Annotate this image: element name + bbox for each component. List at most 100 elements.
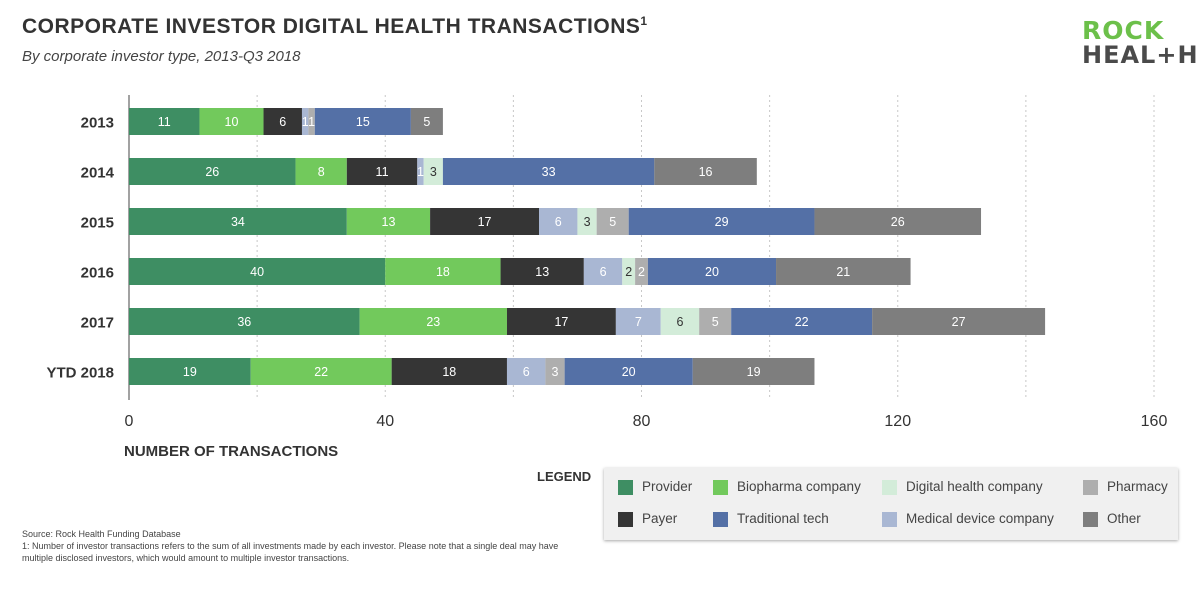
logo-line-2: HEAL+H (1082, 41, 1199, 69)
bar-value-label: 22 (314, 365, 328, 379)
bar-value-label: 7 (635, 315, 642, 329)
legend-swatch (713, 512, 728, 527)
bar-segment (577, 208, 597, 235)
chart-subtitle: By corporate investor type, 2013-Q3 2018 (22, 48, 301, 65)
bar-segment (346, 158, 418, 185)
bar-segment (295, 158, 347, 185)
legend-swatch (1083, 512, 1098, 527)
bar-segment (263, 108, 302, 135)
x-tick-label: 80 (633, 413, 651, 430)
legend-title: LEGEND (537, 469, 592, 484)
bar-value-label: 6 (600, 265, 607, 279)
bar-segment (129, 108, 200, 135)
bar-segment (129, 258, 386, 285)
bar-value-label: 21 (836, 265, 850, 279)
bar-value-label: 16 (699, 165, 713, 179)
legend-swatch (618, 480, 633, 495)
category-label: 2015 (81, 215, 114, 232)
bar-segment (385, 258, 501, 285)
bar-value-label: 22 (795, 315, 809, 329)
bar-value-label: 20 (705, 265, 719, 279)
legend-label: Provider (642, 479, 693, 494)
bar-value-label: 6 (523, 365, 530, 379)
bar-segment (199, 108, 264, 135)
legend-label: Payer (642, 511, 678, 526)
bar-segment (635, 258, 648, 285)
legend-swatch (1083, 480, 1098, 495)
bar-segment (430, 208, 539, 235)
bar-segment (391, 358, 507, 385)
bar-value-label: 17 (478, 215, 492, 229)
bar-segment (506, 358, 546, 385)
bar-segment (699, 308, 732, 335)
legend-label: Biopharma company (737, 479, 861, 494)
bar-segment (314, 108, 411, 135)
category-label: 2017 (81, 315, 114, 332)
bar-value-label: 13 (535, 265, 549, 279)
legend-swatch (882, 480, 897, 495)
category-label: 2014 (81, 165, 115, 182)
chart-title: CORPORATE INVESTOR DIGITAL HEALTH TRANSA… (22, 14, 648, 38)
rock-health-logo: ROCK HEAL+H (1082, 16, 1199, 69)
legend-swatch (618, 512, 633, 527)
bar-value-label: 33 (542, 165, 556, 179)
legend-box: Provider Biopharma company Digital health … (604, 468, 1178, 540)
bar-segment (417, 158, 424, 185)
bar-segment (660, 308, 700, 335)
bar-value-label: 6 (279, 115, 286, 129)
bar-value-label: 29 (715, 215, 729, 229)
bar-value-label: 34 (231, 215, 245, 229)
bar-value-label: 10 (225, 115, 239, 129)
bar-value-label: 8 (318, 165, 325, 179)
bar-segment (129, 308, 360, 335)
bar-segment (500, 258, 584, 285)
bar-value-label: 19 (747, 365, 761, 379)
bar-value-label: 18 (436, 265, 450, 279)
bar-segment (583, 258, 623, 285)
legend-swatch (882, 512, 897, 527)
bar-segment (545, 358, 565, 385)
x-tick-label: 0 (125, 413, 134, 430)
bar-value-label: 3 (430, 165, 437, 179)
bar-segment (250, 358, 392, 385)
bar-value-label: 26 (891, 215, 905, 229)
bar-value-label: 40 (250, 265, 264, 279)
bar-segment (628, 208, 815, 235)
bar-segment (564, 358, 693, 385)
bar-value-label: 3 (584, 215, 591, 229)
bar-segment (622, 258, 636, 285)
bar-segment (654, 158, 757, 185)
bar-value-label: 5 (423, 115, 430, 129)
bar-value-label: 2 (638, 265, 645, 279)
x-tick-label: 120 (884, 413, 911, 430)
bar-value-label: 11 (376, 165, 389, 179)
bar-value-label: 1 (302, 115, 309, 129)
legend-label: Medical device company (906, 511, 1054, 526)
bar-segment (410, 108, 443, 135)
bar-value-label: 5 (712, 315, 719, 329)
bar-segment (301, 108, 309, 135)
category-label: YTD 2018 (46, 365, 114, 382)
footnote-line: 1: Number of investor transactions refer… (22, 541, 559, 563)
bar-value-label: 1 (308, 115, 315, 129)
legend-label: Traditional tech (737, 511, 829, 526)
bar-segment (692, 358, 815, 385)
bar-value-label: 36 (237, 315, 251, 329)
source-notes: Source: Rock Health Funding Database 1: … (22, 528, 582, 564)
legend-label: Digital health company (906, 479, 1043, 494)
legend-label: Other (1107, 511, 1141, 526)
bar-value-label: 27 (952, 315, 966, 329)
bar-segment (814, 208, 982, 235)
bar-segment (872, 308, 1046, 335)
x-axis-label: NUMBER OF TRANSACTIONS (124, 443, 338, 460)
bar-segment (539, 208, 578, 235)
bar-segment (731, 308, 873, 335)
bar-segment (615, 308, 661, 335)
logo-line-1: ROCK (1082, 16, 1165, 45)
bar-value-label: 13 (382, 215, 396, 229)
bar-segment (308, 108, 315, 135)
source-line: Source: Rock Health Funding Database (22, 529, 181, 539)
bar-value-label: 26 (205, 165, 219, 179)
bar-value-label: 3 (552, 365, 559, 379)
